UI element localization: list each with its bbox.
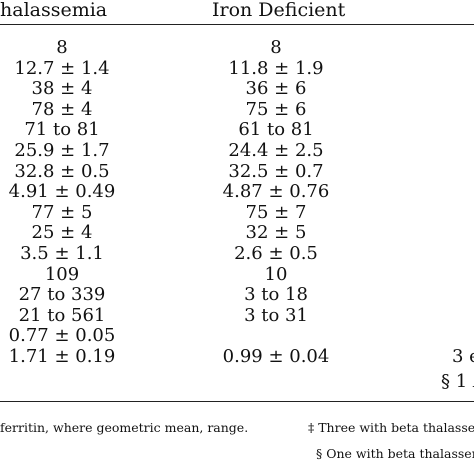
footnote-ferritin: ferritin, where geometric mean, range. (0, 420, 249, 435)
iron-deficient-cell: 32 ± 5 (245, 222, 307, 244)
footnote-one-beta: § One with beta thalassemi (316, 446, 474, 461)
iron-deficient-cell: 24.4 ± 2.5 (228, 139, 324, 161)
cut-off-cell-row-16: § 1 A (441, 371, 474, 392)
thalassemia-cell: 12.7 ± 1.4 (14, 57, 110, 79)
footnote-three-beta: ‡ Three with beta thalasser (308, 420, 474, 435)
iron-deficient-cell: 8 (270, 37, 282, 58)
iron-deficient-cell: 75 ± 6 (245, 98, 307, 120)
thalassemia-cell: 78 ± 4 (31, 98, 93, 120)
iron-deficient-cell: 2.6 ± 0.5 (234, 242, 318, 264)
iron-deficient-cell: 3 to 18 (244, 284, 308, 306)
footer-rule (0, 401, 474, 402)
header-thalassemia: halassemia (0, 0, 108, 21)
thalassemia-cell: 25 ± 4 (31, 222, 93, 244)
thalassemia-cell: 27 to 339 (18, 284, 106, 306)
iron-deficient-cell: 36 ± 6 (245, 78, 307, 100)
iron-deficient-cell: 61 to 81 (238, 119, 314, 141)
thalassemia-cell: 8 (56, 37, 68, 58)
thalassemia-cell: 109 (44, 263, 80, 285)
iron-deficient-cell: 3 to 31 (244, 304, 308, 326)
iron-deficient-cell (176, 326, 376, 347)
thalassemia-cell: 77 ± 5 (31, 201, 93, 223)
iron-deficient-cell: 32.5 ± 0.7 (228, 160, 324, 182)
thalassemia-cell: 1.71 ± 0.19 (8, 345, 116, 367)
iron-deficient-cell: 11.8 ± 1.9 (228, 57, 324, 79)
thalassemia-cell: 71 to 81 (24, 119, 100, 141)
iron-deficient-cell: 0.99 ± 0.04 (222, 345, 330, 367)
cut-off-cell-row-15: 3 e (452, 346, 474, 367)
iron-deficient-cell: 10 (264, 263, 288, 285)
thalassemia-cell: 32.8 ± 0.5 (14, 160, 110, 182)
column-thalassemia: 8 12.7 ± 1.4 38 ± 4 78 ± 4 71 to 81 25.9 ± 1.… (0, 37, 162, 368)
iron-deficient-cell: 75 ± 7 (245, 201, 307, 223)
thalassemia-cell: 21 to 561 (18, 304, 106, 326)
column-iron-deficient: 8 11.8 ± 1.9 36 ± 6 75 ± 6 61 to 81 24.4 ± 2.… (176, 37, 376, 368)
iron-deficient-cell: 4.87 ± 0.76 (222, 181, 330, 203)
header-rule (0, 24, 474, 25)
header-iron-deficient: Iron Deficient (212, 0, 346, 21)
thalassemia-cell: 38 ± 4 (31, 78, 93, 100)
thalassemia-cell: 0.77 ± 0.05 (8, 325, 116, 347)
thalassemia-cell: 25.9 ± 1.7 (14, 139, 110, 161)
thalassemia-cell: 3.5 ± 1.1 (20, 242, 104, 264)
thalassemia-cell: 4.91 ± 0.49 (8, 181, 116, 203)
